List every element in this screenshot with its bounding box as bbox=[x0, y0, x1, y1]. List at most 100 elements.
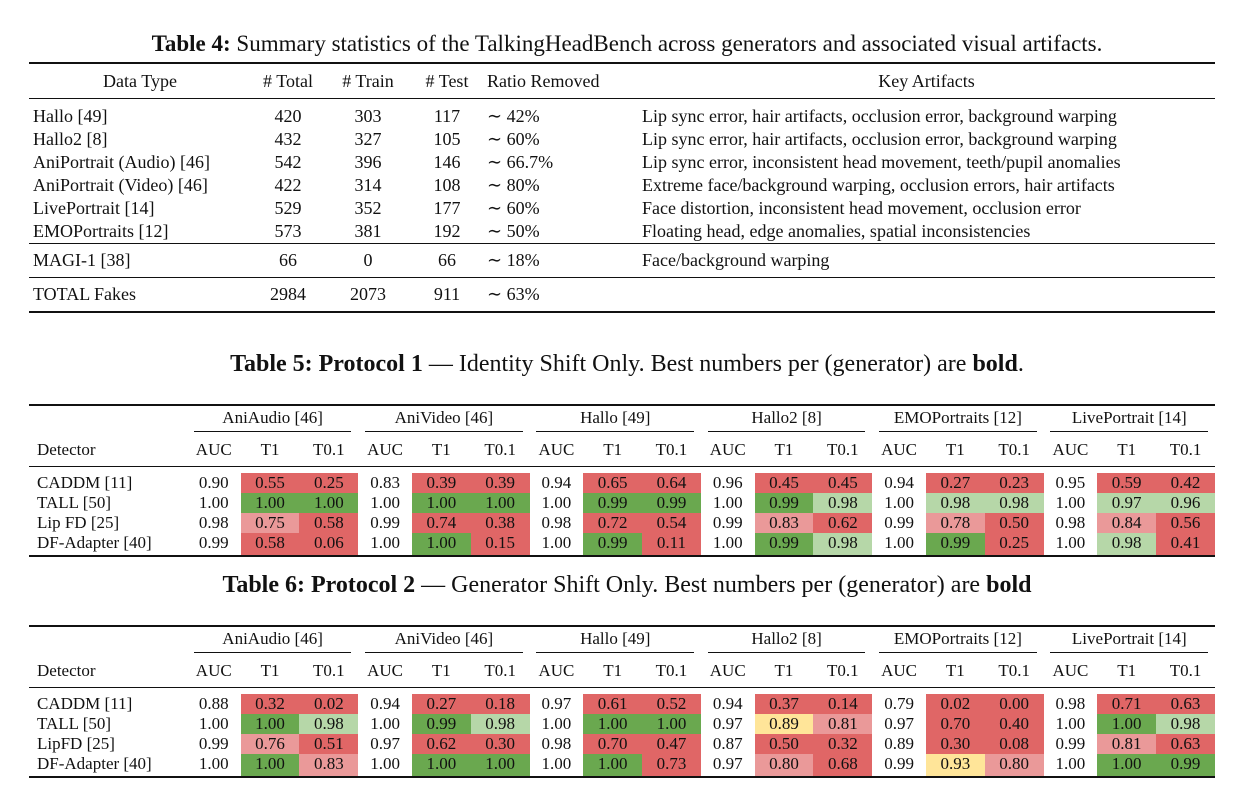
metric-cell: 0.99 bbox=[583, 493, 643, 513]
table-row: EMOPortraits [12] 573 381 192 ∼ 50% Floating … bbox=[29, 220, 1215, 244]
metric-cell: 0.71 bbox=[1097, 694, 1157, 714]
metric-cell: 0.25 bbox=[299, 473, 359, 493]
group-header: EMOPortraits [12] bbox=[872, 625, 1044, 655]
table-cell: ∼ 80% bbox=[487, 175, 540, 195]
table-cell: 108 bbox=[433, 175, 461, 195]
col-header-ratio-removed: Ratio Removed bbox=[483, 62, 638, 99]
metric-cell: 1.00 bbox=[370, 493, 400, 512]
metric-cell: 0.30 bbox=[925, 734, 985, 754]
metric-cell: 0.63 bbox=[1156, 694, 1215, 714]
table4-total-row: TOTAL Fakes 2984 2073 911 ∼ 63% bbox=[29, 277, 1215, 313]
metric-header: T0.1 bbox=[642, 434, 701, 467]
metric-cell: 0.93 bbox=[925, 754, 985, 778]
metric-cell: 0.00 bbox=[984, 694, 1044, 714]
table-cell: 105 bbox=[433, 129, 461, 149]
metric-cell: 0.75 bbox=[240, 513, 300, 533]
group-header: LivePortrait [14] bbox=[1043, 625, 1215, 655]
metric-cell: 1.00 bbox=[884, 493, 914, 512]
metric-cell: 1.00 bbox=[1043, 754, 1098, 778]
metric-cell: 0.25 bbox=[984, 533, 1044, 557]
detector-name: TALL [50] bbox=[37, 493, 112, 512]
detector-header: Detector bbox=[29, 655, 187, 688]
metric-cell: 1.00 bbox=[240, 493, 300, 513]
group-header: AniVideo [46] bbox=[358, 625, 530, 655]
table6-caption: Table 6: Protocol 2 — Generator Shift On… bbox=[0, 572, 1254, 599]
table-cell: 303 bbox=[354, 106, 382, 126]
metric-cell: 0.39 bbox=[470, 473, 530, 493]
metric-cell: 0.73 bbox=[642, 754, 701, 778]
metric-cell: 0.59 bbox=[1097, 473, 1157, 493]
group-header-label: Hallo [49] bbox=[536, 629, 695, 653]
table-cell: 422 bbox=[274, 175, 302, 195]
table5-caption: Table 5: Protocol 1 — Identity Shift Onl… bbox=[0, 351, 1254, 378]
metric-cell: 0.40 bbox=[984, 714, 1044, 734]
metric-cell: 0.81 bbox=[1097, 734, 1157, 754]
metric-cell: 0.99 bbox=[186, 533, 241, 557]
metric-cell: 0.97 bbox=[884, 714, 914, 733]
group-header: Hallo2 [8] bbox=[700, 404, 873, 434]
metric-header: T1 bbox=[754, 434, 814, 467]
metric-cell: 1.00 bbox=[186, 754, 241, 778]
table-cell: Face/background warping bbox=[638, 243, 1215, 278]
table-row: Hallo2 [8] 432 327 105 ∼ 60% Lip sync error, … bbox=[29, 128, 1215, 151]
table-cell: 192 bbox=[433, 221, 461, 241]
metric-cell: 0.99 bbox=[925, 533, 985, 557]
metric-cell: 0.27 bbox=[925, 473, 985, 493]
metric-header: AUC bbox=[1043, 655, 1098, 688]
table-cell: 314 bbox=[354, 175, 382, 195]
table4-header-row: Data Type # Total # Train # Test Ratio R… bbox=[29, 62, 1215, 99]
detector-name: CADDM [11] bbox=[37, 694, 133, 713]
table-row: Hallo [49] 420 303 117 ∼ 42% Lip sync error, … bbox=[29, 105, 1215, 128]
table-cell: 66 bbox=[411, 243, 483, 278]
table5-caption-bold-word: bold bbox=[972, 351, 1018, 377]
metric-cell: 0.54 bbox=[642, 513, 701, 533]
metric-cell: 0.51 bbox=[299, 734, 359, 754]
metric-cell: 0.38 bbox=[470, 513, 530, 533]
metric-cell: 1.00 bbox=[470, 493, 530, 513]
metric-header: T0.1 bbox=[299, 655, 359, 688]
metric-cell: 0.74 bbox=[411, 513, 471, 533]
metric-cell: 0.98 bbox=[1055, 694, 1086, 713]
metric-cell: 0.47 bbox=[642, 734, 701, 754]
metric-cell: 0.39 bbox=[411, 473, 471, 493]
metric-cell: 0.80 bbox=[754, 754, 814, 778]
metric-cell: 0.23 bbox=[984, 473, 1044, 493]
metric-cell: 1.00 bbox=[1097, 754, 1157, 778]
table-row: CADDM [11] 0.90 0.55 0.25 0.83 0.39 0.39 0.94 0.… bbox=[29, 473, 1215, 493]
metric-header: T0.1 bbox=[470, 434, 530, 467]
group-header-label: Hallo [49] bbox=[536, 408, 695, 432]
metric-cell: 0.99 bbox=[583, 533, 643, 557]
metric-cell: 1.00 bbox=[470, 754, 530, 778]
table-cell: MAGI-1 [38] bbox=[29, 243, 251, 278]
metric-cell: 0.89 bbox=[884, 734, 914, 753]
table-cell: 117 bbox=[433, 106, 461, 126]
group-header: EMOPortraits [12] bbox=[872, 404, 1044, 434]
table-cell: ∼ 18% bbox=[483, 243, 638, 278]
metric-cell: 0.50 bbox=[984, 513, 1044, 533]
metric-header: T1 bbox=[583, 434, 643, 467]
subheader-row: Detector AUC T1 T0.1 AUC T1 T0.1 AUC T1 T0.1 AUC T1… bbox=[29, 434, 1215, 467]
group-header-label: EMOPortraits [12] bbox=[879, 408, 1037, 432]
table-cell: 381 bbox=[354, 221, 382, 241]
metric-cell: 0.32 bbox=[240, 694, 300, 714]
metric-cell: 1.00 bbox=[541, 714, 572, 733]
metric-cell: 0.61 bbox=[583, 694, 643, 714]
metric-cell: 0.90 bbox=[198, 473, 229, 492]
metric-cell: 1.00 bbox=[712, 493, 743, 512]
metric-header: T1 bbox=[240, 655, 300, 688]
table-row: Lip FD [25] 0.98 0.75 0.58 0.99 0.74 0.38 0.98 0… bbox=[29, 513, 1215, 533]
table6: AniAudio [46] AniVideo [46] Hallo [49] Hall… bbox=[29, 625, 1215, 778]
table4-caption-label: Table 4: bbox=[151, 31, 231, 56]
metric-cell: 0.15 bbox=[470, 533, 530, 557]
metric-cell: 0.88 bbox=[198, 694, 229, 713]
group-header: Hallo [49] bbox=[529, 625, 701, 655]
table-cell: Lip sync error, hair artifacts, occlusio… bbox=[642, 129, 1117, 149]
table5: AniAudio [46] AniVideo [46] Hallo [49] Hall… bbox=[29, 404, 1215, 557]
metric-cell: 0.83 bbox=[299, 754, 359, 778]
metric-cell: 0.72 bbox=[583, 513, 643, 533]
table-cell: ∼ 60% bbox=[487, 198, 540, 218]
metric-cell: 0.98 bbox=[813, 533, 873, 557]
metric-header: AUC bbox=[872, 655, 926, 688]
metric-cell: 1.00 bbox=[529, 754, 584, 778]
metric-header: T0.1 bbox=[1156, 655, 1215, 688]
